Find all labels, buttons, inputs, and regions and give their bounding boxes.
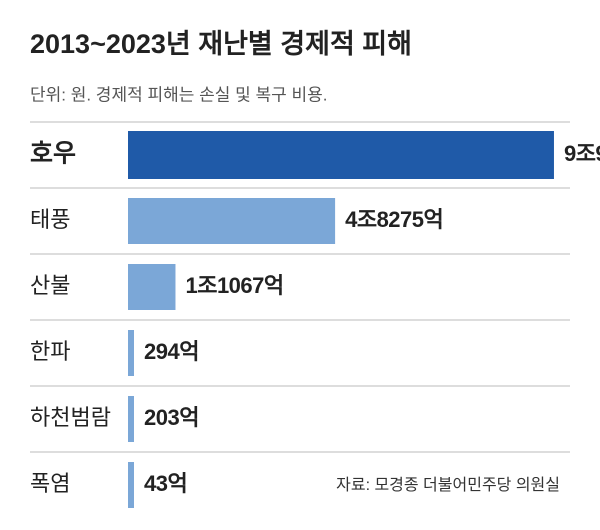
category-label: 산불 <box>30 273 70 298</box>
bar <box>128 396 134 442</box>
value-label: 294억 <box>144 339 199 364</box>
bar <box>128 131 554 179</box>
value-label: 4조8275억 <box>345 207 443 232</box>
category-label: 폭염 <box>30 471 70 496</box>
bar <box>128 198 336 244</box>
chart-subtitle: 단위: 원. 경제적 피해는 손실 및 복구 비용. <box>30 85 327 104</box>
bar <box>128 264 176 310</box>
category-label: 한파 <box>30 339 70 364</box>
value-label: 203억 <box>144 405 199 430</box>
category-label: 하천범람 <box>30 405 111 430</box>
category-label: 태풍 <box>30 207 70 232</box>
bar <box>128 462 134 508</box>
value-label: 9조9293억 <box>564 141 600 166</box>
value-label: 1조1067억 <box>185 273 283 298</box>
source-note: 자료: 모경종 더불어민주당 의원실 <box>336 476 560 494</box>
chart-title: 2013~2023년 재난별 경제적 피해 <box>30 29 412 59</box>
value-label: 43억 <box>144 471 187 496</box>
bar <box>128 330 134 376</box>
category-label: 호우 <box>30 140 76 168</box>
